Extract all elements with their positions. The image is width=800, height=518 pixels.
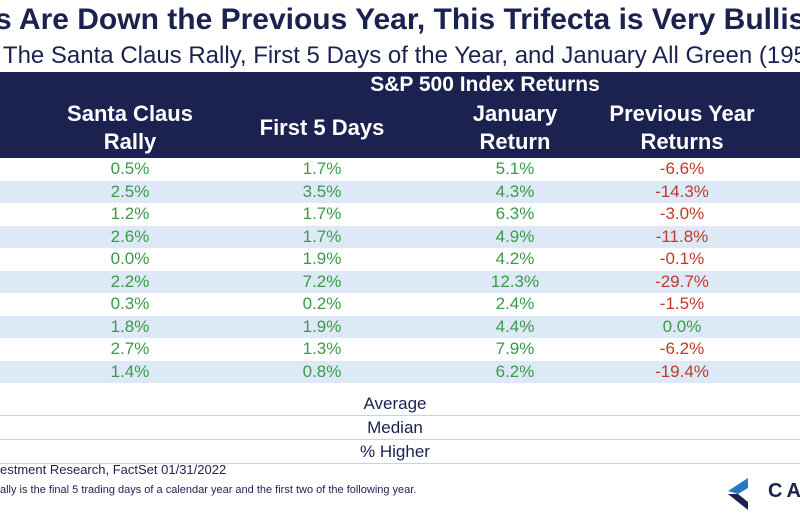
table-row: 2.5% 3.5% 4.3% -14.3% [0,180,800,203]
table-cell: 2.4% [495,294,535,313]
table-cell: 0.0% [110,249,150,268]
table-cell: 5.1% [495,159,535,178]
table-cell: -19.4% [655,361,709,381]
table-cell: 1.2% [110,204,150,223]
logo-text: CA [768,480,800,502]
source-footnote: estment Research, FactSet 01/31/2022 [0,462,227,477]
table-cell: 0.2% [302,294,342,313]
definition-footnote: ally is the final 5 trading days of a ca… [0,484,417,496]
table-body: 0.5% 1.7% 5.1% -6.6% 2.5% 3.5% 4.3% -14.3% 1.2% 1… [0,158,800,383]
table-cell: 12.3% [490,271,540,291]
table-cell: 1.3% [302,339,342,358]
table-cell: 2.5% [110,181,150,201]
summary-label: Median [367,418,423,437]
table-cell: 4.2% [495,249,535,268]
table-cell: -14.3% [655,181,709,201]
table-cell: 6.3% [495,204,535,223]
column-header-santa-claus-rally-line1: Santa Claus [67,101,193,126]
column-header-previous-year-returns-line2: Returns [640,129,724,154]
table-cell: 1.4% [110,361,150,381]
table-cell: -3.0% [659,204,705,223]
summary-label: % Higher [360,442,430,461]
table-cell: 2.6% [110,226,150,246]
column-header-first-5-days: First 5 Days [259,115,385,140]
page-title: s Are Down the Previous Year, This Trife… [0,3,800,36]
table-cell: 2.2% [110,271,150,291]
group-label: S&P 500 Index Returns [370,73,600,96]
column-header-january-return-line1: January [472,101,558,126]
table-cell: -29.7% [655,271,709,291]
table-cell: 2.7% [110,339,150,358]
table-cell: 4.9% [495,226,535,246]
table-cell: -0.1% [659,249,705,268]
table-cell: 1.7% [302,204,342,223]
table-cell: 1.7% [302,159,342,178]
table-cell: 1.9% [302,316,342,336]
table-cell: -6.6% [659,159,705,178]
summary-row: % Higher [0,440,800,464]
table-cell: -6.2% [659,339,705,358]
table-cell: -1.5% [659,294,705,313]
table-cell: 1.7% [302,226,342,246]
column-header-santa-claus-rally: Santa Claus Rally [40,100,220,156]
logo-chevron-top [728,478,748,494]
page-subtitle: f The Santa Claus Rally, First 5 Days of… [0,42,800,69]
table-cell: 6.2% [495,361,535,381]
column-header-january-return: January Return [440,100,590,156]
summary-label: Average [363,394,427,413]
table-cell: 7.9% [495,339,535,358]
table-cell: 0.5% [110,159,150,178]
table-row: 0.0% 1.9% 4.2% -0.1% [0,248,800,271]
logo-chevron-bottom [728,494,748,510]
table-cell: 1.8% [110,316,150,336]
table-row: 0.3% 0.2% 2.4% -1.5% [0,293,800,316]
column-header-previous-year-returns-line1: Previous Year [609,101,755,126]
summary-row: Average [0,392,800,416]
table-cell: 0.0% [662,316,702,336]
table-row: 2.7% 1.3% 7.9% -6.2% [0,338,800,361]
table-summary: Average Median % Higher [0,392,800,464]
column-header-january-return-line2: Return [479,129,551,154]
table-cell: 4.3% [495,181,535,201]
table-row: 1.8% 1.9% 4.4% 0.0% [0,315,800,338]
table-row: 2.6% 1.7% 4.9% -11.8% [0,225,800,248]
table-row: 0.5% 1.7% 5.1% -6.6% [0,158,800,181]
table-cell: 0.8% [302,361,342,381]
table-header: S&P 500 Index Returns Santa Claus Rally … [0,72,800,158]
table-cell: 1.9% [302,249,342,268]
column-header-cutoff [788,100,800,128]
table-cell: 4.4% [495,316,535,336]
table-cell: 7.2% [302,271,342,291]
table-row: 2.2% 7.2% 12.3% -29.7% [0,270,800,293]
table-row: 1.2% 1.7% 6.3% -3.0% [0,203,800,226]
column-header-santa-claus-rally-line2: Rally [103,129,157,154]
table-cell: -11.8% [655,226,709,246]
table-cell: 3.5% [302,181,342,201]
table-row: 1.4% 0.8% 6.2% -19.4% [0,360,800,383]
company-logo-icon [728,478,748,510]
summary-row: Median [0,416,800,440]
table-cell: 0.3% [110,294,150,313]
column-header-previous-year-returns: Previous Year Returns [592,100,772,156]
